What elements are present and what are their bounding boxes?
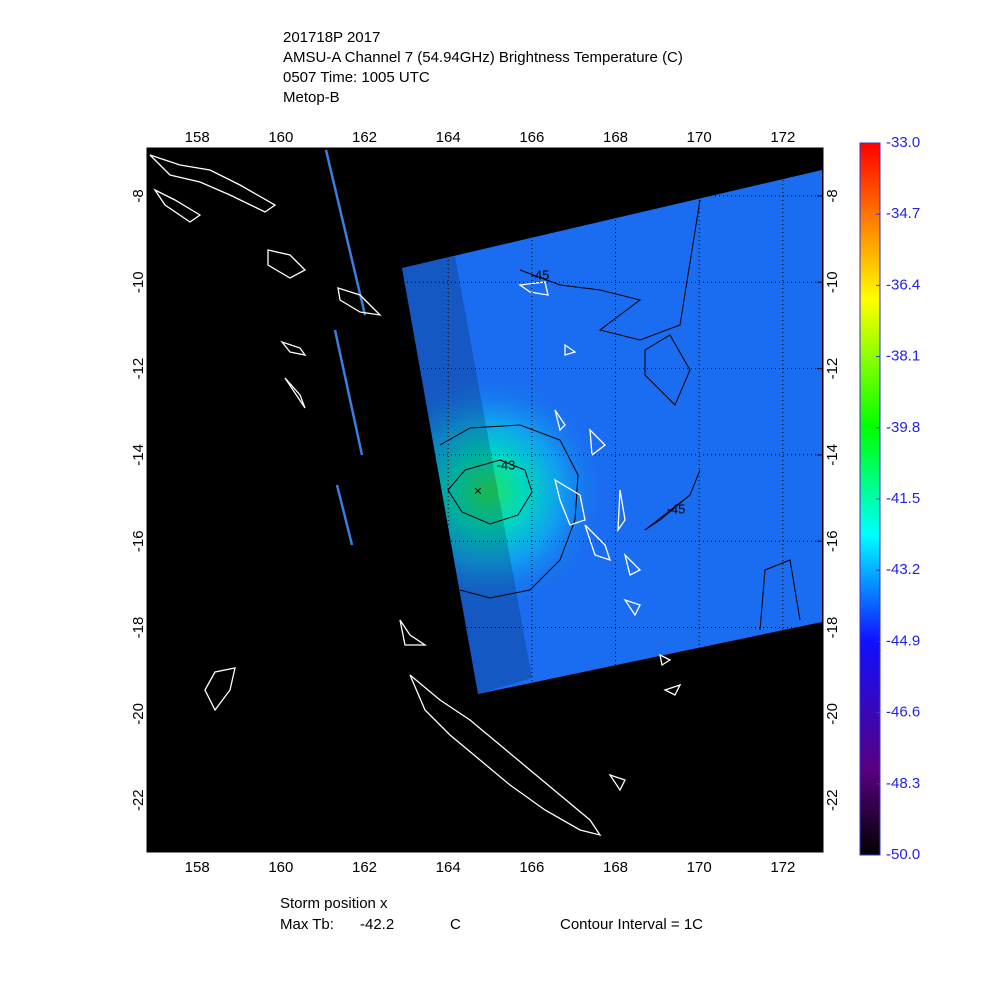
max-tb-label: Max Tb: xyxy=(280,916,334,933)
colorbar-label: -43.2 xyxy=(886,561,920,578)
lon-label: 170 xyxy=(687,129,712,146)
coastline xyxy=(280,340,307,409)
contours xyxy=(439,199,801,631)
contour xyxy=(519,199,701,341)
grid xyxy=(402,170,822,694)
lon-label: 172 xyxy=(770,859,795,876)
lat-label: -10 xyxy=(824,271,841,293)
colorbar-label: -39.8 xyxy=(886,419,920,436)
max-tb: -42.2 xyxy=(360,916,394,933)
lat-label: -22 xyxy=(824,789,841,811)
contour-label: -45 xyxy=(667,501,686,516)
lon-label: 168 xyxy=(603,129,628,146)
coastline xyxy=(337,287,382,316)
lat-label: -12 xyxy=(130,358,147,380)
lat-label: -8 xyxy=(824,189,841,202)
contour-interval: Contour Interval = 1C xyxy=(560,916,703,933)
lon-label: 158 xyxy=(185,129,210,146)
colorbar-label: -50.0 xyxy=(886,846,920,863)
coastline xyxy=(267,249,307,279)
header: 201718P 2017 AMSU-A Channel 7 (54.94GHz)… xyxy=(283,29,683,106)
lon-label: 168 xyxy=(603,859,628,876)
colorbar: -33.0 -34.7 -36.4 -38.1 -39.8 -41.5 -43.2 -44.9… xyxy=(859,134,920,863)
lon-label: 162 xyxy=(352,859,377,876)
lat-label: -14 xyxy=(824,444,841,466)
contour xyxy=(644,469,701,531)
lat-label: -20 xyxy=(130,703,147,725)
lon-label: 160 xyxy=(268,859,293,876)
lon-label: 164 xyxy=(436,859,461,876)
axes: 158 158 160 160 162 162 164 164 166 166 168 168 170 1… xyxy=(130,129,841,876)
map-frame xyxy=(146,147,824,853)
previous-swath-edge xyxy=(324,149,367,546)
contour xyxy=(759,559,801,631)
title-line: AMSU-A Channel 7 (54.94GHz) Brightness T… xyxy=(283,49,683,66)
lon-label: 164 xyxy=(436,129,461,146)
contour-label: -45 xyxy=(531,267,550,282)
lat-label: -22 xyxy=(130,789,147,811)
swath-warm-core xyxy=(402,170,822,694)
lat-label: -10 xyxy=(130,271,147,293)
lat-label: -18 xyxy=(130,617,147,639)
contour xyxy=(439,424,579,599)
colorbar-label: -46.6 xyxy=(886,704,920,721)
contour xyxy=(644,334,691,406)
lon-label: 158 xyxy=(185,859,210,876)
swath-edge xyxy=(333,329,364,456)
lat-label: -16 xyxy=(824,530,841,552)
lat-label: -12 xyxy=(824,358,841,380)
colorbar-label: -41.5 xyxy=(886,490,920,507)
coastline xyxy=(553,409,642,617)
lat-label: -20 xyxy=(824,703,841,725)
colorbar-label: -48.3 xyxy=(886,775,920,792)
colorbar-label: -44.9 xyxy=(886,632,920,649)
max-tb-unit: C xyxy=(450,916,461,933)
lat-label: -16 xyxy=(130,530,147,552)
swath-edge xyxy=(324,149,367,316)
title-line: 0507 Time: 1005 UTC xyxy=(283,69,430,86)
coastline xyxy=(204,667,236,712)
title-line: 201718P 2017 xyxy=(283,29,380,46)
coastline xyxy=(608,653,682,792)
coastline xyxy=(153,188,202,223)
swath-edge xyxy=(335,484,354,546)
lon-label: 162 xyxy=(352,129,377,146)
lon-label: 160 xyxy=(268,129,293,146)
contour-label: -43 xyxy=(497,457,516,472)
title-line: Metop-B xyxy=(283,89,340,106)
colorbar-label: -33.0 xyxy=(886,134,920,151)
coastlines xyxy=(149,154,682,837)
coastline xyxy=(399,619,428,646)
lon-label: 166 xyxy=(519,859,544,876)
footer: Storm position x Max Tb: -42.2 C Contour… xyxy=(280,895,703,933)
lat-label: -18 xyxy=(824,617,841,639)
storm-marker: × xyxy=(474,483,482,499)
storm-position: Storm position x xyxy=(280,895,388,912)
coastline xyxy=(409,674,602,837)
lat-label: -14 xyxy=(130,444,147,466)
colorbar-label: -36.4 xyxy=(886,276,920,293)
swath xyxy=(402,170,822,694)
coastline xyxy=(518,281,577,356)
lon-label: 166 xyxy=(519,129,544,146)
swath-edge-shade xyxy=(402,256,532,694)
lat-label: -8 xyxy=(130,189,147,202)
lon-label: 172 xyxy=(770,129,795,146)
lon-label: 170 xyxy=(687,859,712,876)
colorbar-label: -38.1 xyxy=(886,348,920,365)
colorbar-label: -34.7 xyxy=(886,205,920,222)
coastline xyxy=(149,154,277,213)
